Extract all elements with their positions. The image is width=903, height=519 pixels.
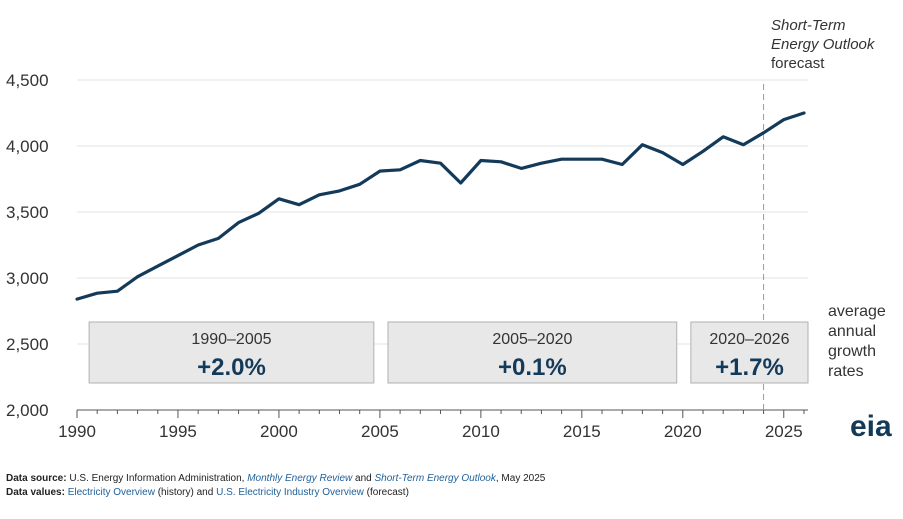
y-tick-label: 2,000 [6, 401, 49, 420]
series-line [75, 111, 806, 301]
data-source-line: Data source: U.S. Energy Information Adm… [6, 472, 545, 486]
growth-rate-value: +0.1% [498, 354, 567, 381]
data-point [116, 290, 119, 293]
data-source-text: U.S. Energy Information Administration, [66, 473, 248, 484]
industry-overview-link[interactable]: U.S. Electricity Industry Overview [216, 487, 364, 498]
data-point [782, 118, 785, 121]
x-tick-label: 1995 [159, 422, 197, 441]
data-point [318, 193, 321, 197]
x-tick-label: 2010 [462, 422, 500, 441]
monthly-energy-review-link[interactable]: Monthly Energy Review [247, 473, 353, 484]
data-point [297, 203, 301, 206]
data-point [701, 150, 705, 153]
data-values-label: Data values: [6, 487, 65, 498]
x-tick-label: 2020 [664, 422, 702, 441]
y-tick-label: 3,500 [6, 203, 49, 222]
y-tick-label: 3,000 [6, 269, 49, 288]
data-point [560, 158, 563, 161]
data-point [681, 163, 685, 166]
line-chart: 2,000 2,500 3,000 3,500 4,000 4,500 1990 1995 2… [6, 17, 892, 443]
growth-rate-box [387, 321, 678, 384]
growth-rates-label-line: growth [828, 343, 876, 360]
data-values-forecast: (forecast) [363, 487, 409, 498]
data-point [75, 297, 79, 301]
data-point [580, 158, 584, 161]
steo-link[interactable]: Short-Term Energy Outlook [374, 473, 496, 484]
growth-rate-boxes: 1990–2005 +2.0% 2005–2020 +0.1% 2020–2026 +1.… [88, 321, 809, 384]
growth-rates-label-line: annual [828, 323, 876, 340]
y-tick-label: 4,000 [6, 137, 49, 156]
growth-rate-period: 2005–2020 [492, 331, 572, 348]
data-point [398, 168, 402, 171]
data-point [520, 167, 523, 170]
data-point [419, 159, 422, 162]
data-point [459, 181, 462, 185]
data-point [621, 163, 624, 166]
data-point [136, 275, 139, 278]
growth-rate-value: +1.7% [715, 354, 784, 381]
data-point [661, 151, 664, 154]
gridlines [77, 79, 808, 345]
data-point [217, 237, 220, 240]
growth-rate-period: 2020–2026 [709, 331, 789, 348]
growth-rate-box [88, 321, 375, 384]
data-point [277, 197, 281, 200]
growth-rate-box [690, 321, 809, 384]
growth-rates-label-line: rates [828, 363, 864, 380]
data-point [257, 212, 260, 215]
data-point [802, 111, 806, 115]
data-values-line: Data values: Electricity Overview (histo… [6, 486, 545, 500]
x-tick-label: 2000 [260, 422, 298, 441]
growth-rates-label-line: average [828, 303, 886, 320]
footer: Data source: U.S. Energy Information Adm… [6, 472, 545, 500]
y-axis-labels: 2,000 2,500 3,000 3,500 4,000 4,500 [6, 71, 49, 420]
electricity-overview-link[interactable]: Electricity Overview [67, 487, 155, 498]
forecast-label-line: Short-Term [771, 17, 845, 34]
data-point [439, 161, 442, 165]
data-point [237, 221, 240, 224]
data-point [641, 143, 644, 146]
x-tick-label: 2025 [765, 422, 803, 441]
x-tick-label: 1990 [58, 422, 96, 441]
data-point [358, 183, 361, 186]
x-tick-label: 2005 [361, 422, 399, 441]
x-axis [76, 409, 808, 418]
data-point [196, 243, 200, 247]
data-point [479, 159, 483, 162]
x-tick-label: 2015 [563, 422, 601, 441]
forecast-divider-group: Short-Term Energy Outlook forecast [763, 17, 876, 410]
forecast-label-line: forecast [771, 55, 825, 72]
data-point [742, 143, 745, 146]
data-source-and: and [352, 473, 375, 484]
data-point [378, 169, 382, 173]
series-lines [75, 111, 806, 301]
data-point [721, 135, 725, 138]
growth-rates-label: average annual growth rates [828, 303, 886, 380]
data-point [762, 131, 765, 134]
data-source-label: Data source: [6, 473, 67, 484]
data-point [176, 254, 180, 257]
y-tick-label: 4,500 [6, 71, 49, 90]
eia-logo: eia [850, 410, 892, 443]
data-point [95, 291, 99, 295]
growth-rate-period: 1990–2005 [191, 331, 271, 348]
data-values-history: (history) and [154, 487, 217, 498]
data-point [499, 160, 503, 164]
forecast-label-line: Energy Outlook [771, 36, 876, 53]
y-tick-label: 2,500 [6, 335, 49, 354]
growth-rate-value: +2.0% [197, 354, 266, 381]
data-point [338, 189, 341, 193]
x-axis-labels: 1990 1995 2000 2005 2010 2015 2020 2025 [58, 422, 803, 441]
data-point [540, 161, 543, 165]
data-point [156, 264, 159, 268]
data-source-date: , May 2025 [495, 473, 546, 484]
data-point [600, 158, 604, 161]
